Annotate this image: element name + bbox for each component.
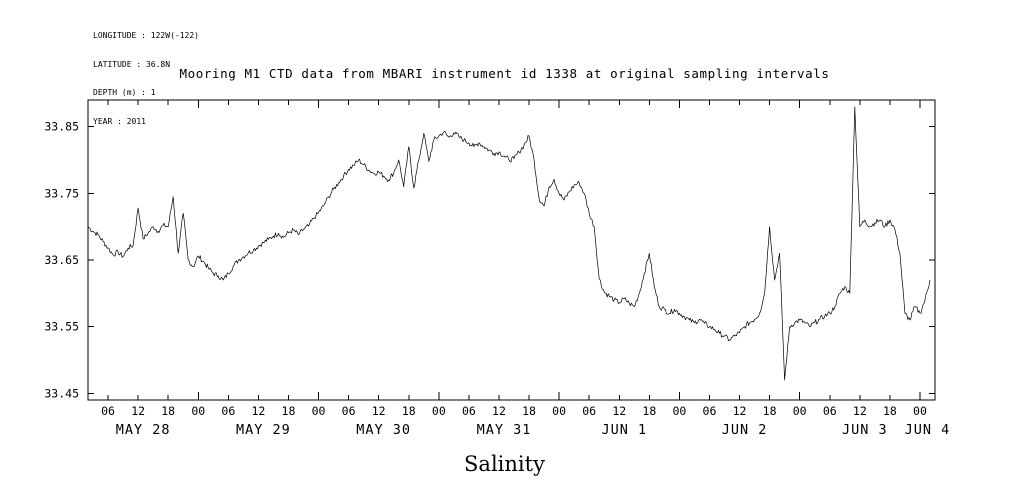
svg-text:12: 12 [251,404,265,418]
svg-text:JUN 2: JUN 2 [722,422,768,438]
svg-text:12: 12 [853,404,867,418]
svg-text:18: 18 [161,404,175,418]
svg-text:06: 06 [101,404,115,418]
x-axis-label: Salinity [464,452,545,476]
svg-text:18: 18 [642,404,656,418]
svg-text:33.55: 33.55 [44,320,79,334]
svg-text:00: 00 [312,404,326,418]
svg-text:12: 12 [612,404,626,418]
svg-text:06: 06 [462,404,476,418]
svg-text:00: 00 [432,404,446,418]
svg-text:33.75: 33.75 [44,186,79,200]
svg-text:12: 12 [733,404,747,418]
svg-text:12: 12 [372,404,386,418]
chart-title: Mooring M1 CTD data from MBARI instrumen… [179,66,830,81]
svg-text:06: 06 [703,404,717,418]
svg-text:33.85: 33.85 [44,120,79,134]
svg-text:18: 18 [763,404,777,418]
svg-text:MAY 29: MAY 29 [236,422,291,438]
svg-text:06: 06 [342,404,356,418]
svg-text:12: 12 [492,404,506,418]
metadata-depth: DEPTH (m) : 1 [93,88,156,97]
svg-text:MAY 28: MAY 28 [116,422,171,438]
metadata-year: YEAR : 2011 [93,116,146,126]
metadata-block: LONGITUDE : 122W(-122) LATITUDE : 36.8N … [93,12,199,145]
svg-text:MAY 31: MAY 31 [477,422,532,438]
metadata-latitude: LATITUDE : 36.8N [93,59,171,69]
svg-text:18: 18 [402,404,416,418]
svg-text:00: 00 [793,404,807,418]
svg-text:12: 12 [131,404,145,418]
svg-text:06: 06 [823,404,837,418]
svg-text:00: 00 [191,404,205,418]
svg-text:06: 06 [221,404,235,418]
svg-text:18: 18 [883,404,897,418]
svg-text:MAY 30: MAY 30 [356,422,411,438]
svg-text:00: 00 [913,404,927,418]
svg-text:33.45: 33.45 [44,386,79,400]
svg-text:00: 00 [552,404,566,418]
svg-text:JUN 4: JUN 4 [905,422,951,438]
svg-text:JUN 1: JUN 1 [601,422,647,438]
svg-text:18: 18 [282,404,296,418]
svg-text:33.65: 33.65 [44,253,79,267]
svg-text:00: 00 [672,404,686,418]
metadata-longitude: LONGITUDE : 122W(-122) [93,31,199,40]
svg-text:18: 18 [522,404,536,418]
svg-text:JUN 3: JUN 3 [842,422,888,438]
svg-text:06: 06 [582,404,596,418]
